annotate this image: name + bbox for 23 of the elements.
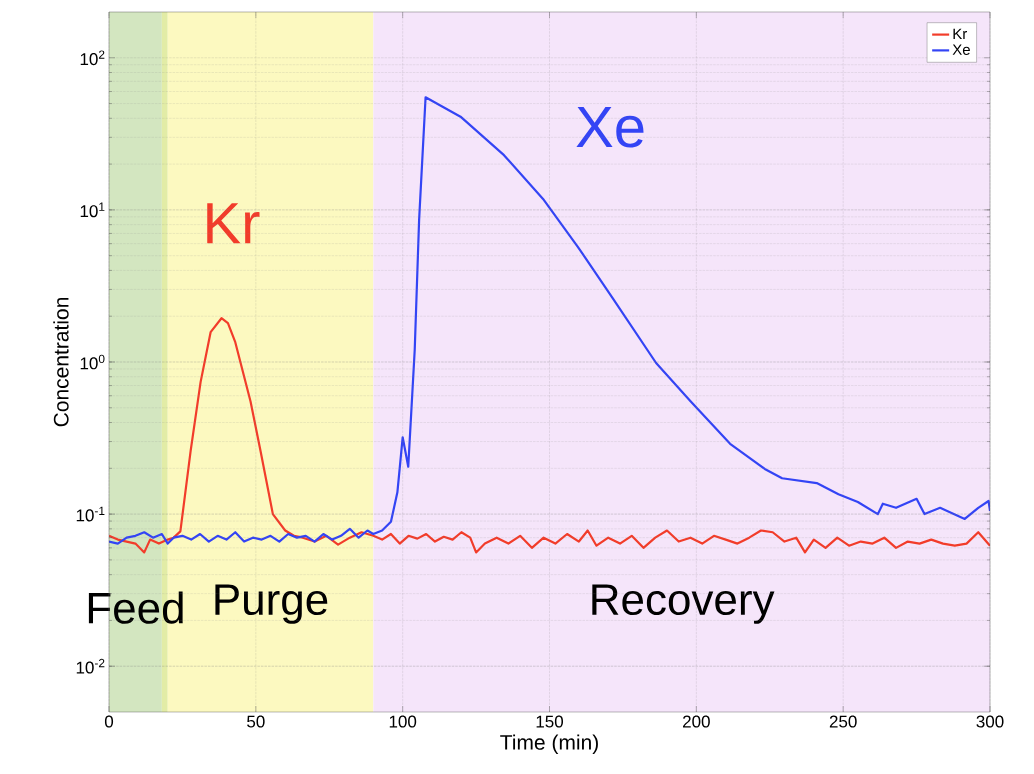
x-tick-label: 150 — [536, 715, 564, 728]
band-label: Recovery — [592, 584, 775, 624]
y-tick-label: 10$^{-1}$ — [76, 506, 105, 522]
line-series — [109, 317, 991, 554]
band-label: Feed — [88, 591, 183, 624]
annotation: Kr — [207, 203, 260, 244]
x-tick-label: 50 — [247, 715, 265, 728]
y-tick-label: 10$^{-2}$ — [76, 658, 105, 674]
legend-label: Kr — [953, 28, 968, 40]
legend-label: Xe — [952, 44, 970, 55]
x-axis-title: Time (min) — [500, 734, 598, 754]
x-tick-label: 300 — [976, 715, 1004, 728]
y-axis-title: Concentration — [53, 298, 69, 427]
line-series — [109, 96, 991, 545]
band-label: Purge — [215, 584, 328, 624]
x-tick-label: 100 — [389, 715, 417, 728]
y-tick-label: 10$^{0}$ — [80, 354, 105, 370]
x-tick-label: 250 — [829, 715, 857, 728]
y-tick-label: 10$^{2}$ — [80, 50, 105, 66]
annotation: Xe — [576, 107, 644, 148]
x-tick-label: 200 — [683, 715, 710, 728]
y-tick-label: 10$^{1}$ — [80, 202, 105, 218]
x-tick-label: 0 — [104, 715, 114, 728]
